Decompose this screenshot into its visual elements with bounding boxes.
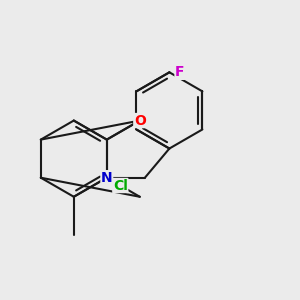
Text: O: O bbox=[134, 114, 146, 128]
Text: Cl: Cl bbox=[113, 178, 128, 193]
Text: N: N bbox=[101, 171, 112, 185]
Text: F: F bbox=[175, 65, 184, 79]
